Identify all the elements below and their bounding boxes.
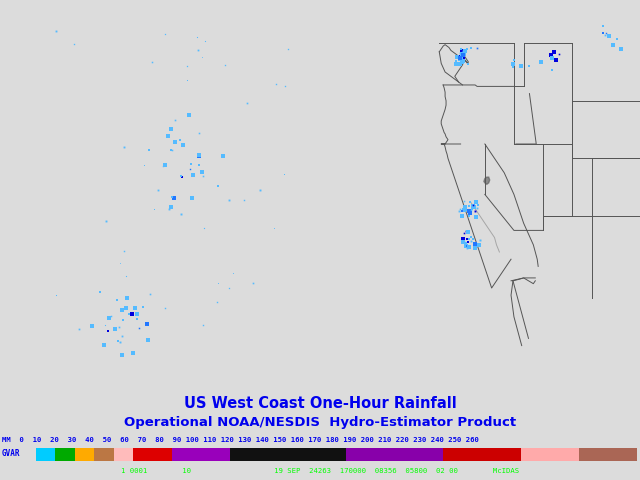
Bar — [36, 448, 56, 461]
Text: Operational NOAA/NESDIS  Hydro-Estimator Product: Operational NOAA/NESDIS Hydro-Estimator … — [124, 416, 516, 429]
Text: 1 0001        10                   19 SEP  24263  170000  08356  05800  02 00   : 1 0001 10 19 SEP 24263 170000 08356 0580… — [121, 468, 519, 474]
Text: US West Coast One-Hour Rainfall: US West Coast One-Hour Rainfall — [184, 396, 456, 411]
Polygon shape — [484, 177, 490, 184]
Text: MM  0  10  20  30  40  50  60  70  80  90 100 110 120 130 140 150 160 170 180 19: MM 0 10 20 30 40 50 60 70 80 90 100 110 … — [2, 437, 479, 443]
Bar — [346, 448, 443, 461]
Text: GVAR: GVAR — [2, 449, 20, 458]
Bar — [230, 448, 346, 461]
Bar — [443, 448, 521, 461]
Bar — [56, 448, 75, 461]
Bar — [94, 448, 113, 461]
Bar — [521, 448, 579, 461]
Bar — [579, 448, 637, 461]
Bar — [75, 448, 94, 461]
Bar — [133, 448, 172, 461]
Bar — [172, 448, 230, 461]
Bar — [113, 448, 133, 461]
